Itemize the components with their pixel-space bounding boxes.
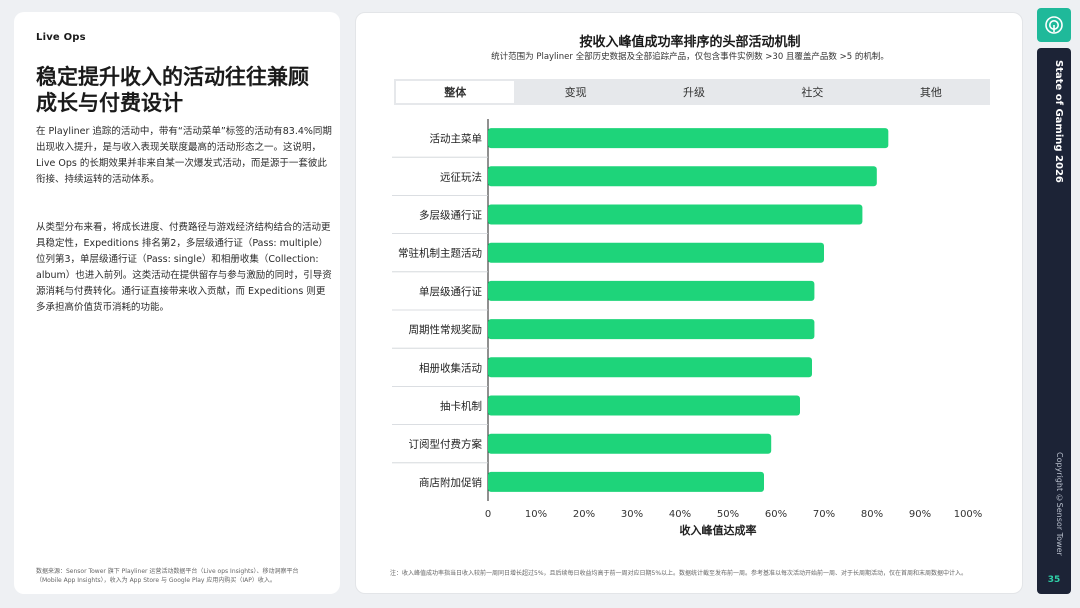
- x-tick-label: 50%: [717, 509, 739, 520]
- data-source-note: 数据来源：Sensor Tower 旗下 Playliner 运营活动数据平台（…: [36, 567, 314, 585]
- x-tick-label: 10%: [525, 509, 547, 520]
- sensor-tower-logo-icon: [1037, 8, 1071, 42]
- copyright-text: Copyright ©Sensor Tower: [1046, 452, 1064, 564]
- tab-other[interactable]: 其他: [872, 79, 990, 105]
- category-label: 商店附加促销: [419, 476, 482, 489]
- bar: [488, 243, 824, 263]
- tab-progression[interactable]: 升级: [635, 79, 753, 105]
- chart-title: 按收入峰值成功率排序的头部活动机制: [356, 31, 1024, 50]
- bar: [488, 166, 877, 186]
- x-tick-label: 60%: [765, 509, 787, 520]
- page-headline: 稳定提升收入的活动往往兼顾成长与付费设计: [36, 64, 326, 116]
- category-label: 周期性常规奖励: [409, 323, 483, 336]
- x-tick-label: 70%: [813, 509, 835, 520]
- chart-panel: 按收入峰值成功率排序的头部活动机制 统计范围为 Playliner 全部历史数据…: [355, 12, 1023, 594]
- x-tick-label: 80%: [861, 509, 883, 520]
- x-tick-label: 40%: [669, 509, 691, 520]
- category-label: 单层级通行证: [419, 285, 482, 298]
- left-panel: Live Ops 稳定提升收入的活动往往兼顾成长与付费设计 在 Playline…: [14, 12, 340, 594]
- category-label: 活动主菜单: [430, 133, 483, 145]
- x-tick-label: 0: [485, 509, 491, 520]
- bar: [488, 434, 771, 454]
- category-label: 多层级通行证: [419, 209, 482, 222]
- x-axis-title: 收入峰值达成率: [680, 523, 757, 537]
- tab-overall[interactable]: 整体: [396, 81, 514, 103]
- x-tick-label: 90%: [909, 509, 931, 520]
- bar: [488, 205, 862, 225]
- body-paragraph-2: 从类型分布来看，将成长进度、付费路径与游戏经济结构结合的活动更具稳定性，Expe…: [36, 220, 334, 316]
- bar: [488, 281, 814, 301]
- bar: [488, 396, 800, 416]
- category-label: 远征玩法: [440, 170, 482, 183]
- report-title: State of Gaming 2026: [1044, 60, 1064, 210]
- category-label: 抽卡机制: [440, 400, 482, 413]
- x-tick-label: 100%: [954, 509, 983, 520]
- category-label: 常驻机制主题活动: [398, 247, 482, 260]
- x-tick-label: 20%: [573, 509, 595, 520]
- page-number: 35: [1037, 575, 1071, 585]
- bar: [488, 128, 888, 148]
- category-tabs: 整体 变现 升级 社交 其他: [394, 79, 990, 105]
- section-label: Live Ops: [36, 32, 86, 43]
- body-paragraph-1: 在 Playliner 追踪的活动中，带有“活动菜单”标签的活动有83.4%同期…: [36, 124, 334, 188]
- chart-subtitle: 统计范围为 Playliner 全部历史数据及全部追踪产品，仅包含事件实例数 >…: [356, 50, 1024, 62]
- category-label: 订阅型付费方案: [409, 438, 483, 451]
- bar: [488, 357, 812, 377]
- category-label: 相册收集活动: [419, 361, 482, 374]
- x-tick-label: 30%: [621, 509, 643, 520]
- chart-footnote: 注：收入峰值成功率指当日收入较前一周同日增长超过5%，且后续每日收益均高于前一周…: [390, 569, 1010, 578]
- tab-social[interactable]: 社交: [753, 79, 871, 105]
- bar: [488, 472, 764, 492]
- bar-chart: 活动主菜单远征玩法多层级通行证常驻机制主题活动单层级通行证周期性常规奖励相册收集…: [356, 113, 1024, 558]
- bar: [488, 319, 814, 339]
- tab-monetization[interactable]: 变现: [516, 79, 634, 105]
